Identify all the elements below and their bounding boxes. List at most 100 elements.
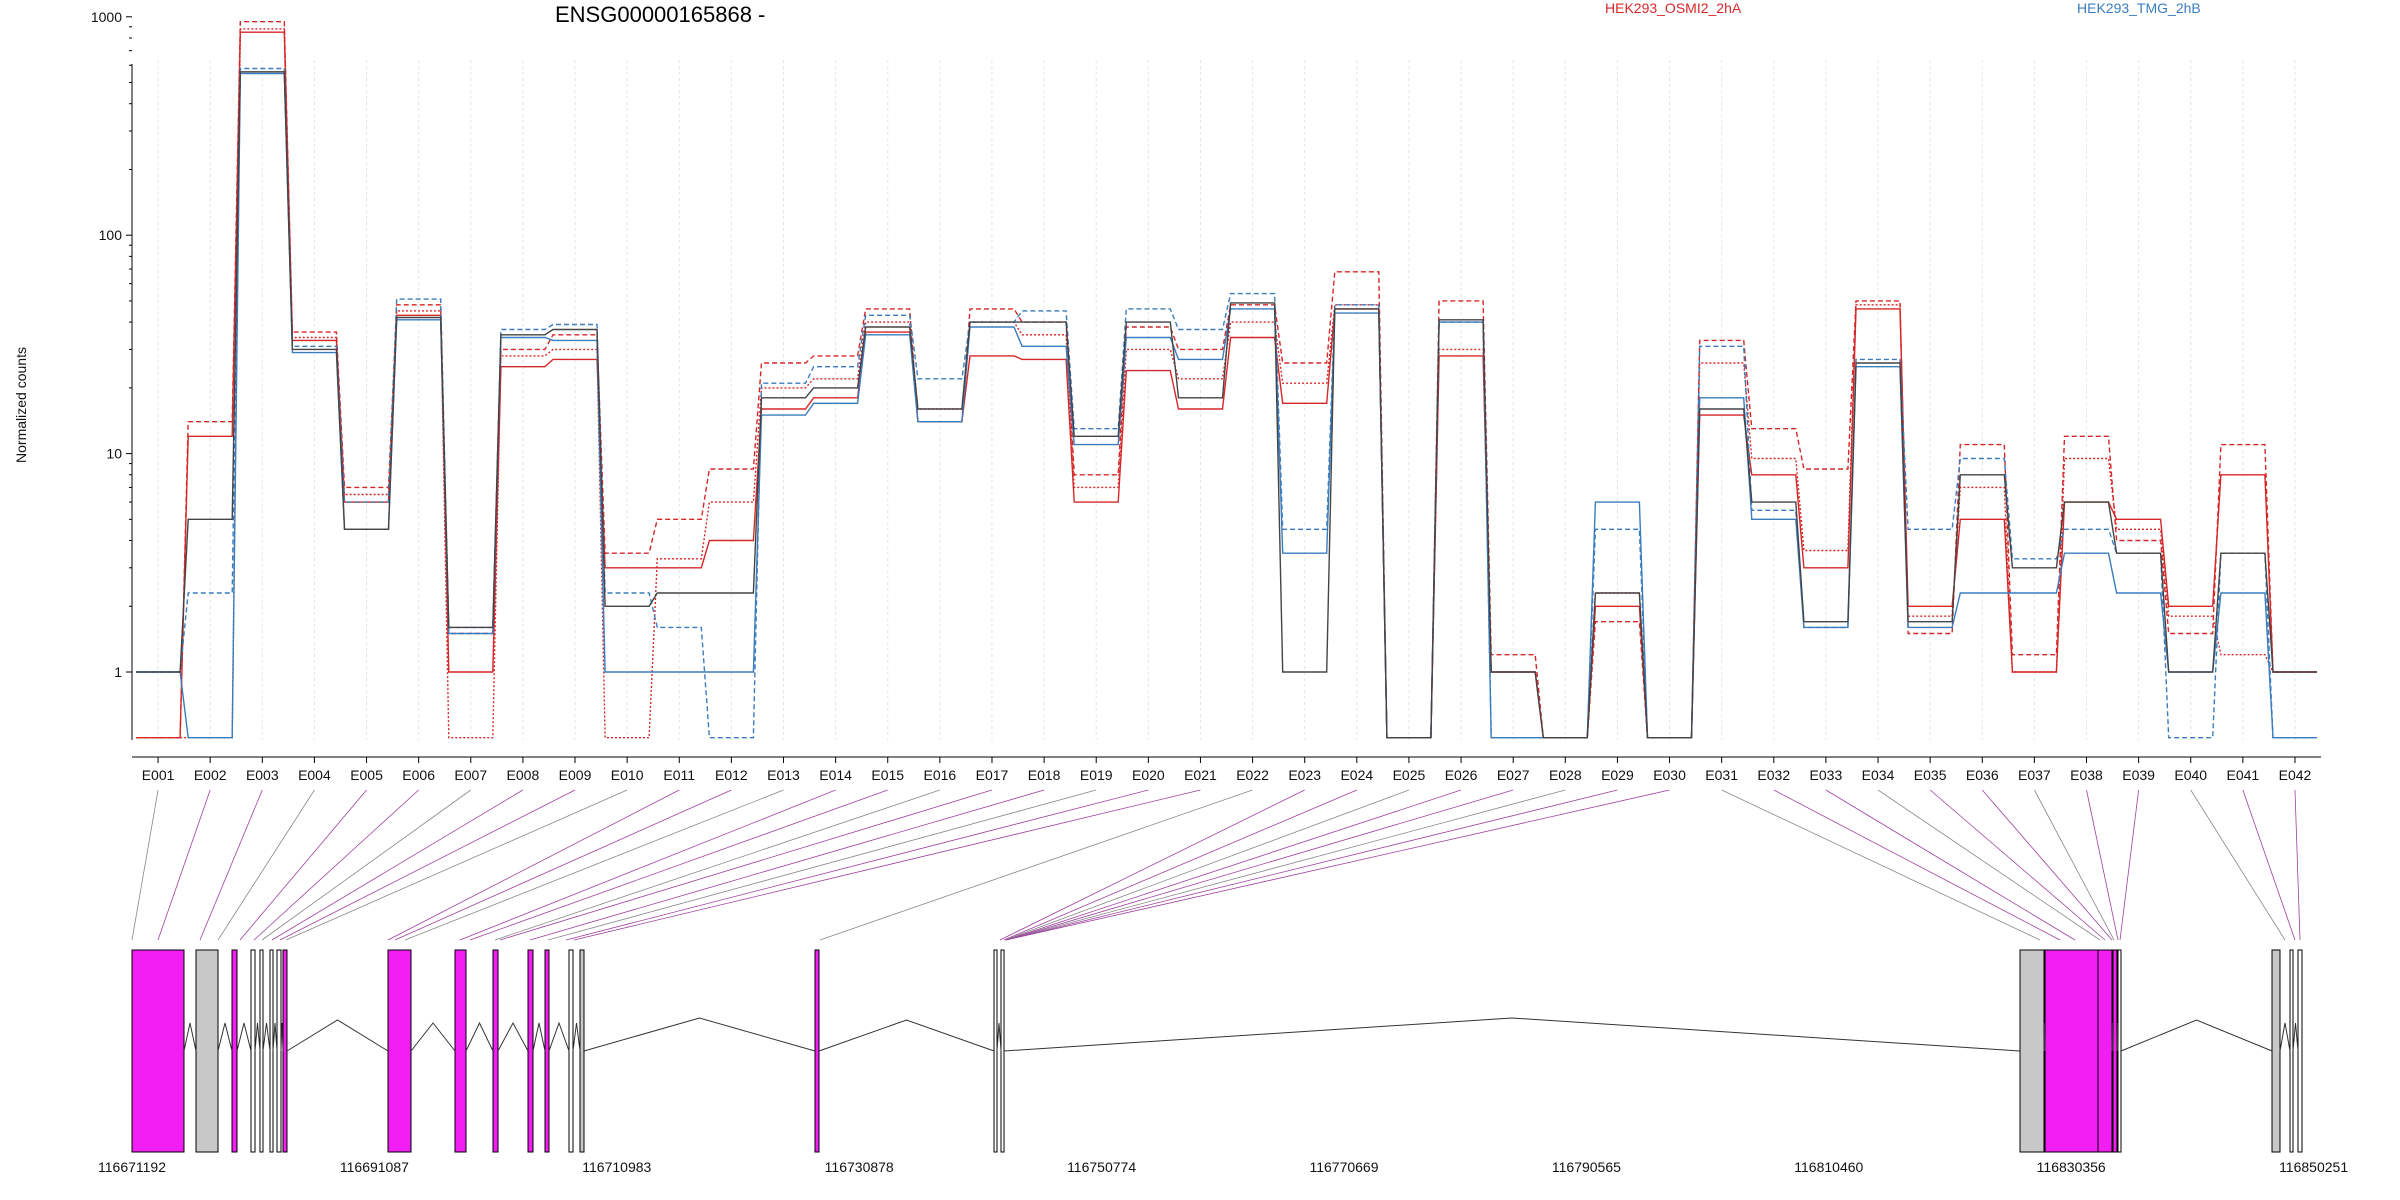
chart-title: ENSG00000165868 -: [555, 2, 765, 27]
exon-block: [2271, 949, 2281, 1153]
intron-line: [532, 1022, 546, 1052]
x-tick-label: E040: [2174, 767, 2207, 783]
series-line-5: [136, 67, 2317, 739]
mapping-line: [819, 789, 1253, 941]
mapping-line: [565, 789, 1149, 941]
x-tick-label: E030: [1653, 767, 1686, 783]
mapping-line: [199, 789, 263, 941]
mapping-line: [1003, 789, 1357, 941]
x-tick-label: E028: [1549, 767, 1582, 783]
x-tick-label: E016: [924, 767, 957, 783]
y-tick-label: 1: [114, 664, 122, 680]
intron-line: [583, 1017, 816, 1052]
x-tick-label: E007: [454, 767, 487, 783]
exon-block: [195, 949, 219, 1153]
intron-line: [2111, 1022, 2114, 1052]
exon-block: [269, 949, 274, 1153]
intron-line: [217, 1022, 233, 1052]
legend-entry-osmi2: HEK293_OSMI2_2hA: [1605, 0, 1742, 16]
mapping-line: [1877, 789, 2101, 941]
genome-coordinate-label: 116850251: [2279, 1159, 2348, 1175]
intron-line: [286, 1019, 389, 1052]
mapping-line: [285, 789, 628, 941]
x-tick-label: E019: [1080, 767, 1113, 783]
mapping-line: [253, 789, 419, 941]
mapping-line: [1005, 789, 1618, 941]
x-tick-label: E037: [2018, 767, 2051, 783]
mapping-line: [2119, 789, 2140, 941]
mapping-line: [573, 789, 1201, 941]
vertical-grid: [157, 60, 2296, 740]
intron-line: [262, 1022, 271, 1052]
genome-coordinate-label: 116671192: [98, 1159, 166, 1175]
mapping-line: [459, 789, 836, 941]
mapping-line: [1005, 789, 1566, 941]
series-line-1: [136, 31, 2317, 739]
mapping-line: [394, 789, 732, 941]
series-lines: [136, 21, 2317, 739]
intron-line: [183, 1022, 197, 1052]
exon-block: [1000, 949, 1005, 1153]
mapping-line: [1004, 789, 1410, 941]
series-line-6: [136, 71, 2317, 739]
x-tick-label: E023: [1288, 767, 1321, 783]
genome-coordinate-label: 116830356: [2037, 1159, 2106, 1175]
x-tick-label: E036: [1966, 767, 1999, 783]
genome-coordinate-label: 116710983: [582, 1159, 651, 1175]
mapping-line: [1773, 789, 2061, 941]
x-tick-label: E025: [1393, 767, 1426, 783]
intron-line: [2116, 1022, 2119, 1052]
x-tick-label: E014: [819, 767, 852, 783]
x-tick-label: E003: [246, 767, 279, 783]
exon-block: [527, 949, 534, 1153]
mapping-line: [2086, 789, 2119, 941]
intron-line: [996, 1022, 1002, 1052]
mapping-line: [239, 789, 367, 941]
mapping-line: [279, 789, 576, 941]
mapping-line: [529, 789, 1045, 941]
x-tick-label: E010: [611, 767, 644, 783]
intron-line: [2279, 1022, 2291, 1052]
legend-entry-tmg: HEK293_TMG_2hB: [2077, 0, 2201, 16]
exon-block: [568, 949, 574, 1153]
mapping-line: [131, 789, 159, 941]
exon-block: [131, 949, 185, 1153]
mapping-line: [2190, 789, 2286, 941]
x-tick-label: E033: [1810, 767, 1843, 783]
exon-mapping-lines: [131, 789, 2301, 941]
y-tick-label: 10: [106, 446, 122, 462]
mapping-line: [547, 789, 1097, 941]
exon-block: [259, 949, 264, 1153]
x-tick-label: E004: [298, 767, 331, 783]
genome-coordinate-label: 116790565: [1552, 1159, 1621, 1175]
exon-block: [2117, 949, 2122, 1153]
gene-model: [131, 949, 2303, 1153]
exon-block: [2112, 949, 2118, 1153]
intron-line: [2292, 1022, 2299, 1052]
mapping-line: [217, 789, 315, 941]
intron-line: [254, 1022, 261, 1052]
x-tick-label: E015: [871, 767, 904, 783]
y-tick-label: 100: [99, 227, 123, 243]
genome-coordinate-label: 116730878: [825, 1159, 894, 1175]
mapping-line: [1981, 789, 2113, 941]
intron-line: [497, 1021, 529, 1052]
x-tick-label: E005: [350, 767, 383, 783]
exon-block: [282, 949, 288, 1153]
mapping-line: [404, 789, 784, 941]
genome-coordinate-label: 116691087: [340, 1159, 409, 1175]
exon-block: [454, 949, 467, 1153]
intron-line: [1003, 1017, 2021, 1052]
x-tick-label: E018: [1028, 767, 1061, 783]
x-tick-label: E038: [2070, 767, 2103, 783]
exon-block: [2097, 949, 2113, 1153]
intron-line: [818, 1019, 995, 1052]
mapping-line: [1929, 789, 2106, 941]
x-tick-label: E013: [767, 767, 800, 783]
x-tick-label: E041: [2227, 767, 2260, 783]
genome-coordinates: 116671192 116691087 116710983 116730878 1167…: [98, 1159, 2348, 1175]
genome-coordinate-label: 116750774: [1067, 1159, 1136, 1175]
intron-line: [548, 1021, 570, 1052]
x-tick-label: E006: [402, 767, 435, 783]
